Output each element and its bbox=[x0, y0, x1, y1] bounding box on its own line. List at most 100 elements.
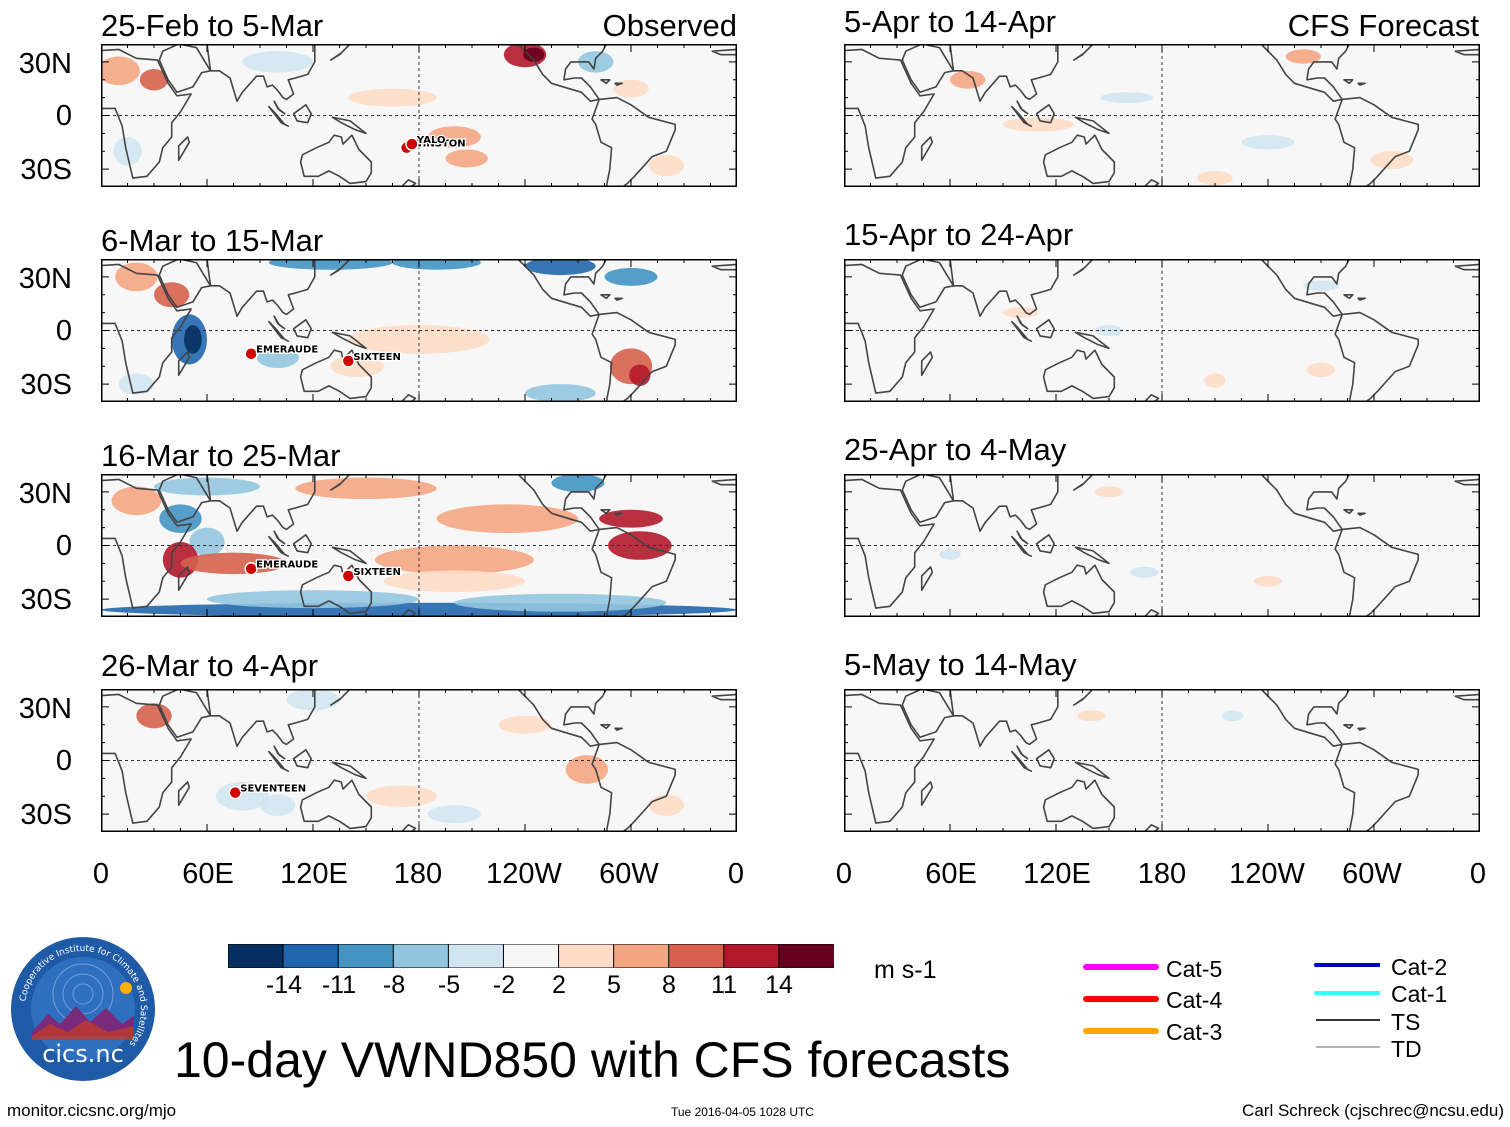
anomaly-region bbox=[1285, 49, 1321, 64]
coastline bbox=[329, 474, 351, 491]
colorbar-swatch bbox=[778, 944, 834, 968]
lat-label-eq-p1: 0 bbox=[55, 100, 72, 132]
coastline bbox=[206, 689, 316, 747]
coastline bbox=[206, 44, 316, 102]
coastline bbox=[158, 259, 212, 309]
coastline bbox=[949, 259, 1059, 317]
coastline bbox=[614, 82, 623, 86]
anomaly-region bbox=[454, 593, 667, 612]
lon-label-120e-left: 120E bbox=[280, 858, 348, 890]
coastline bbox=[614, 297, 623, 301]
coastline bbox=[901, 474, 955, 524]
coastline bbox=[158, 689, 212, 739]
anomaly-region bbox=[111, 486, 162, 516]
coastline bbox=[600, 79, 611, 85]
anomaly-region bbox=[1241, 135, 1295, 150]
panel-title-obs4: 26-Mar to 4-Apr bbox=[101, 648, 319, 683]
coastline bbox=[1343, 509, 1354, 515]
anomaly-region bbox=[113, 136, 142, 166]
anomaly-region bbox=[286, 689, 340, 711]
storm-marker bbox=[341, 354, 356, 368]
storm-label: YALO bbox=[416, 135, 446, 146]
anomaly-region bbox=[366, 785, 437, 807]
coastline bbox=[101, 693, 192, 824]
coastline bbox=[844, 478, 935, 609]
coastline bbox=[268, 750, 290, 772]
coastline bbox=[400, 609, 417, 617]
footer-author: Carl Schreck (cjschrec@ncsu.edu) bbox=[1242, 1101, 1504, 1120]
coastline bbox=[1143, 824, 1160, 832]
anomaly-region bbox=[242, 51, 313, 73]
anomaly-region bbox=[383, 570, 525, 592]
coastline bbox=[101, 478, 192, 609]
coastline bbox=[1072, 44, 1094, 61]
coastline bbox=[1035, 319, 1055, 339]
coastline bbox=[268, 535, 290, 557]
coastline bbox=[600, 509, 611, 515]
storm-marker bbox=[341, 569, 356, 583]
coastline bbox=[1357, 297, 1366, 301]
storm-marker bbox=[405, 137, 419, 151]
panel-title-obs1: 25-Feb to 5-Mar bbox=[101, 8, 324, 43]
lon-label-60w-right: 60W bbox=[1342, 858, 1402, 890]
coastline bbox=[1357, 727, 1366, 731]
lon-label-60e-left: 60E bbox=[182, 858, 234, 890]
coastline bbox=[1143, 179, 1160, 187]
coastline bbox=[1011, 105, 1033, 127]
coastline bbox=[273, 745, 286, 760]
anomaly-region bbox=[136, 703, 172, 729]
anomaly-region bbox=[101, 56, 140, 86]
coastline bbox=[1042, 564, 1116, 615]
coastline bbox=[329, 44, 351, 61]
footer-url[interactable]: monitor.cicsnc.org/mjo bbox=[7, 1101, 177, 1120]
coastline bbox=[1357, 82, 1366, 86]
lat-label-30s-p2: 30S bbox=[20, 369, 72, 401]
anomaly-region bbox=[207, 590, 419, 609]
colorbar-tick: 5 bbox=[607, 971, 621, 999]
coastline bbox=[400, 394, 417, 402]
coastline bbox=[1016, 100, 1029, 115]
anomaly-region bbox=[1204, 373, 1226, 388]
panel-title-fc4: 5-May to 14-May bbox=[844, 647, 1077, 682]
anomaly-region bbox=[295, 477, 437, 500]
panel-title-fc1: 5-Apr to 14-Apr bbox=[844, 4, 1056, 39]
logo-text: cics.nc bbox=[42, 1040, 124, 1068]
coastline bbox=[1016, 315, 1029, 330]
column-label-cfs-forecast: CFS Forecast bbox=[1287, 8, 1479, 43]
anomaly-region bbox=[184, 325, 202, 354]
coastline bbox=[1011, 750, 1033, 772]
legend-label-cat2: Cat-2 bbox=[1391, 954, 1448, 980]
coastline bbox=[1016, 745, 1029, 760]
coastline bbox=[400, 824, 417, 832]
lat-label-30n-p3: 30N bbox=[18, 478, 72, 510]
anomaly-region bbox=[1306, 362, 1336, 377]
anomaly-region bbox=[260, 794, 296, 816]
anomaly-region bbox=[427, 126, 481, 148]
coastline bbox=[1011, 320, 1033, 342]
storm-label: SIXTEEN bbox=[353, 567, 401, 578]
lat-label-eq-p3: 0 bbox=[55, 530, 72, 562]
anomaly-region bbox=[551, 474, 605, 492]
coastline bbox=[1260, 689, 1351, 747]
lat-label-eq-p4: 0 bbox=[55, 745, 72, 777]
coastline bbox=[273, 315, 286, 330]
anomaly-region bbox=[599, 509, 663, 528]
column-label-observed: Observed bbox=[602, 8, 737, 43]
coastline bbox=[292, 319, 312, 339]
colorbar-tick: 14 bbox=[765, 971, 793, 999]
coastline bbox=[400, 179, 417, 187]
colorbar-tick: 11 bbox=[711, 971, 737, 999]
colorbar-swatch bbox=[723, 944, 780, 968]
lat-label-30n-p4: 30N bbox=[18, 693, 72, 725]
lat-label-30s-p3: 30S bbox=[20, 584, 72, 616]
map-panel-fc2 bbox=[844, 259, 1480, 402]
colorbar bbox=[228, 944, 834, 968]
colorbar-swatch bbox=[228, 944, 285, 968]
coastline bbox=[331, 331, 367, 350]
map-panel-obs2: EMERAUDE SIXTEEN bbox=[101, 259, 737, 402]
colorbar-swatch bbox=[668, 944, 725, 968]
anomaly-region bbox=[1197, 170, 1233, 186]
colorbar-swatch bbox=[337, 944, 395, 968]
map-panel-fc1 bbox=[844, 44, 1480, 187]
coastline bbox=[331, 116, 367, 135]
